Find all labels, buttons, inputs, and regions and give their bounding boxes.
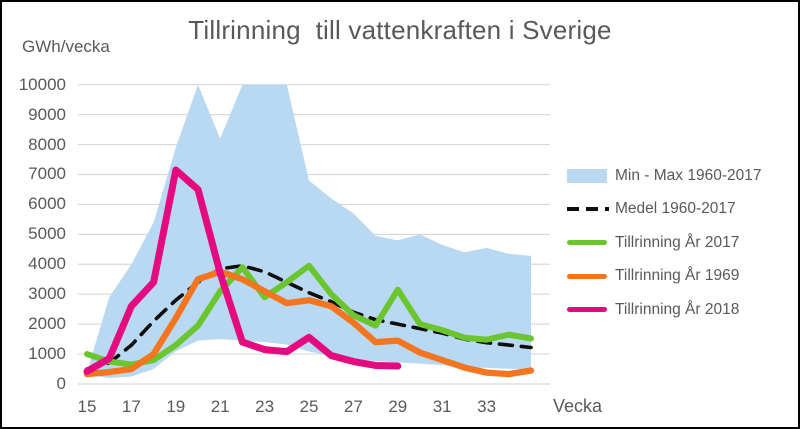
- legend-item-3: Tillrinning År 2017: [567, 226, 798, 260]
- x-tick-label-23: 23: [255, 397, 275, 416]
- x-tick-label-15: 15: [77, 397, 97, 416]
- legend-band-swatch-icon: [567, 168, 609, 183]
- y-tick-label-3000: 3000: [28, 284, 66, 304]
- y-axis-unit-label: GWh/vecka: [22, 37, 110, 56]
- series-line-4: [83, 166, 402, 375]
- y-tick-label-6000: 6000: [28, 194, 66, 214]
- y-tick-label-10000: 10000: [18, 74, 66, 94]
- x-tick-label-25: 25: [299, 397, 319, 416]
- chart-legend: Min - Max 1960-2017 Medel 1960-2017 Tillri…: [567, 159, 798, 327]
- y-tick-label-4000: 4000: [28, 254, 66, 274]
- legend-label-4: Tillrinning År 1969: [615, 267, 740, 285]
- chart-title: Tillrinning till vattenkraften i Sverige: [188, 15, 612, 45]
- x-axis-title: Vecka: [553, 396, 603, 416]
- legend-line-icon: [567, 307, 609, 313]
- y-tick-label-5000: 5000: [28, 224, 66, 244]
- legend-line-icon: [567, 240, 609, 246]
- legend-item-4: Tillrinning År 1969: [567, 260, 798, 294]
- y-tick-label-0: 0: [56, 374, 66, 393]
- x-tick-label-29: 29: [388, 397, 408, 416]
- x-tick-label-21: 21: [210, 397, 230, 416]
- legend-item-2: Medel 1960-2017: [567, 193, 798, 227]
- legend-label-1: Min - Max 1960-2017: [615, 166, 762, 184]
- x-tick-label-31: 31: [432, 397, 452, 416]
- legend-line-icon: [567, 273, 609, 279]
- x-tick-label-27: 27: [343, 397, 363, 416]
- y-tick-label-1000: 1000: [28, 344, 66, 364]
- y-tick-label-7000: 7000: [28, 164, 66, 184]
- series-line-3: [83, 268, 535, 378]
- x-tick-label-17: 17: [121, 397, 141, 416]
- x-tick-label-33: 33: [477, 397, 497, 416]
- legend-item-1: Min - Max 1960-2017: [567, 159, 798, 193]
- y-tick-label-9000: 9000: [28, 104, 66, 124]
- legend-dashed-line-icon: [567, 207, 609, 212]
- series-line-2: [84, 262, 534, 368]
- min-max-band: [87, 84, 531, 379]
- y-tick-label-8000: 8000: [28, 134, 66, 154]
- legend-item-5: Tillrinning År 2018: [567, 293, 798, 327]
- legend-label-2: Medel 1960-2017: [615, 200, 736, 218]
- y-tick-label-2000: 2000: [28, 314, 66, 334]
- legend-label-5: Tillrinning År 2018: [615, 300, 740, 318]
- x-tick-label-19: 19: [166, 397, 186, 416]
- legend-label-3: Tillrinning År 2017: [615, 233, 740, 251]
